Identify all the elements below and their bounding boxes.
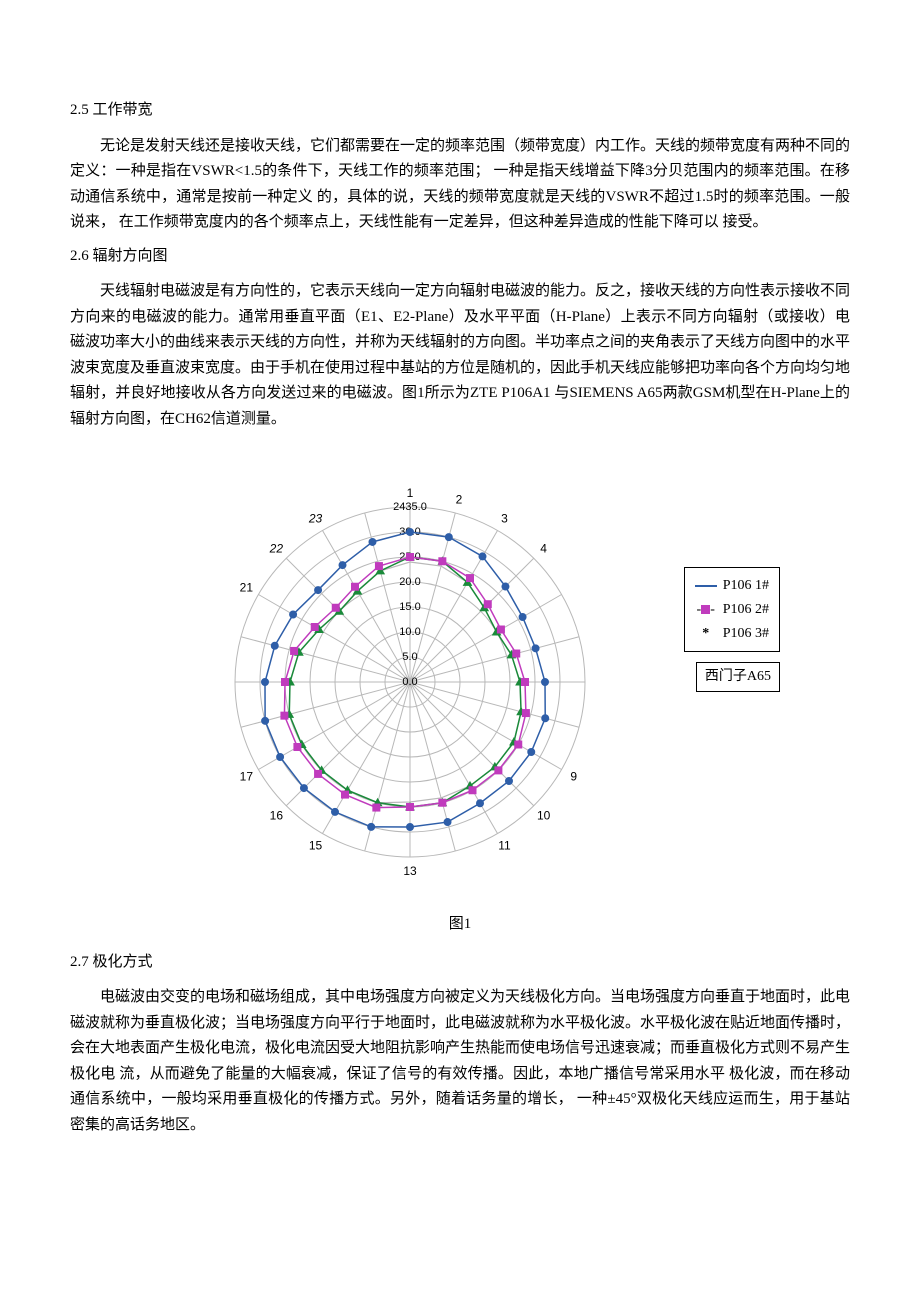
svg-text:1: 1: [407, 486, 414, 500]
svg-text:9: 9: [570, 770, 577, 784]
svg-text:23: 23: [308, 511, 323, 525]
svg-text:15.0: 15.0: [399, 601, 420, 613]
svg-text:2: 2: [456, 492, 463, 506]
svg-text:21: 21: [240, 581, 254, 595]
svg-text:4: 4: [540, 541, 547, 555]
svg-text:2435.0: 2435.0: [393, 501, 427, 513]
legend-item-1: P106 1#: [695, 574, 769, 598]
svg-text:11: 11: [498, 839, 511, 853]
svg-text:0.0: 0.0: [402, 676, 417, 688]
svg-text:10.0: 10.0: [399, 626, 420, 638]
section-25-title: 2.5 工作带宽: [70, 98, 850, 124]
figure-1-radiation-pattern: 0.05.010.015.020.025.030.02435.012349101…: [180, 462, 740, 902]
polar-chart-svg: 0.05.010.015.020.025.030.02435.012349101…: [180, 462, 740, 902]
svg-text:5.0: 5.0: [402, 651, 417, 663]
legend-label-2: P106 2#: [723, 598, 769, 622]
svg-text:17: 17: [240, 770, 254, 784]
section-27-para: 电磁波由交变的电场和磁场组成，其中电场强度方向被定义为天线极化方向。当电场强度方…: [70, 985, 850, 1138]
svg-text:15: 15: [309, 839, 323, 853]
legend-item-2: -- P106 2#: [695, 598, 769, 622]
legend-siemens: 西门子A65: [696, 662, 780, 692]
legend-item-3: * P106 3#: [695, 622, 769, 646]
section-26-para: 天线辐射电磁波是有方向性的，它表示天线向一定方向辐射电磁波的能力。反之，接收天线…: [70, 279, 850, 432]
section-26-title: 2.6 辐射方向图: [70, 244, 850, 270]
svg-text:20.0: 20.0: [399, 576, 420, 588]
legend-label-1: P106 1#: [723, 574, 769, 598]
svg-text:10: 10: [537, 809, 551, 823]
figure-1-caption: 图1: [70, 912, 850, 938]
section-25-para: 无论是发射天线还是接收天线，它们都需要在一定的频率范围（频带宽度）内工作。天线的…: [70, 134, 850, 236]
svg-text:3: 3: [501, 511, 508, 525]
svg-text:22: 22: [269, 541, 284, 555]
section-27-title: 2.7 极化方式: [70, 950, 850, 976]
legend-label-3: P106 3#: [723, 622, 769, 646]
legend-box: P106 1# -- P106 2# * P106 3#: [684, 567, 780, 652]
svg-text:16: 16: [270, 809, 284, 823]
svg-text:13: 13: [403, 864, 417, 878]
